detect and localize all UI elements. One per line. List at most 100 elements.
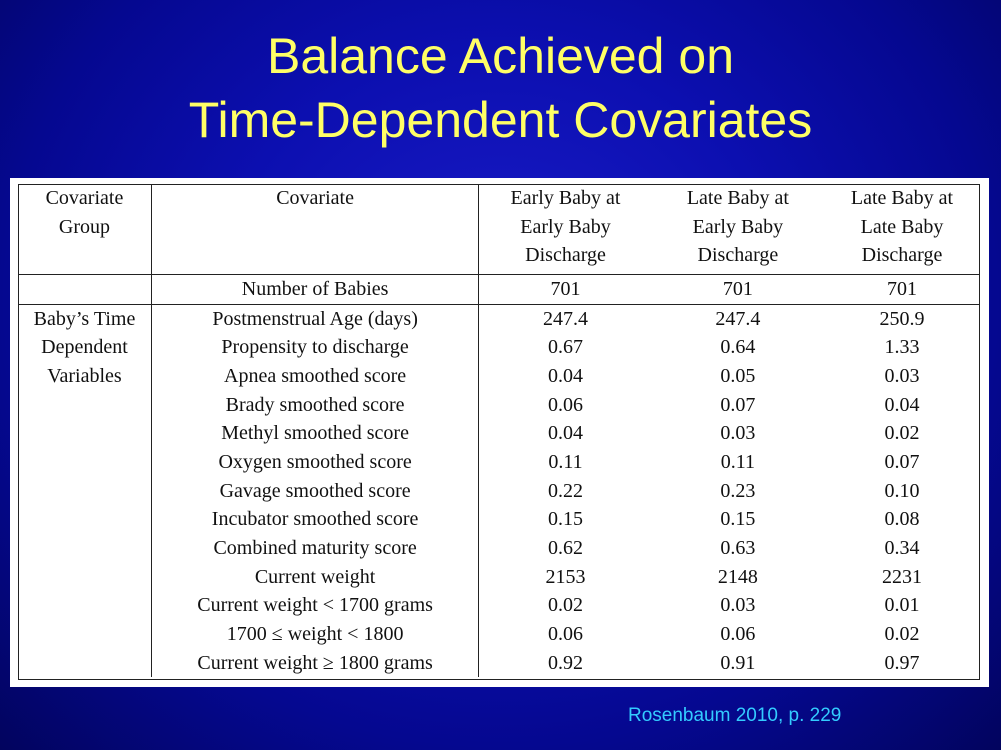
title-line-1: Balance Achieved on [266, 28, 735, 84]
value-cell: 0.02 [884, 422, 920, 445]
value-cell: 0.07 [720, 393, 756, 416]
group-cell: Baby’s Time [33, 307, 136, 330]
covariate-name: Incubator smoothed score [150, 505, 480, 534]
covariate-name: Current weight [150, 562, 480, 592]
covariate-name: Methyl smoothed score [150, 419, 480, 448]
group-cell [18, 591, 151, 620]
value-cell: 0.63 [720, 537, 756, 559]
value-cell: 0.64 [720, 336, 756, 359]
table-row: Gavage smoothed score 0.22 0.23 0.10 [18, 476, 980, 506]
group-cell [18, 649, 151, 678]
value-cell: 0.11 [548, 450, 583, 473]
number-row-value: 701 [478, 274, 652, 305]
value-cell: 0.03 [720, 422, 756, 445]
table-row: 1700 ≤ weight < 1800 0.06 0.06 0.02 [18, 620, 980, 649]
covariate-name: Current weight ≥ 1800 grams [150, 648, 480, 678]
table-row: Baby’s Time Postmenstrual Age (days) 247.4… [18, 304, 980, 334]
value-cell: 0.67 [548, 336, 584, 359]
group-cell [18, 448, 151, 477]
table-row: Methyl smoothed score 0.04 0.03 0.02 [18, 419, 980, 448]
value-cell: 0.34 [884, 537, 920, 559]
value-cell: 0.07 [884, 450, 920, 473]
number-row-label: Number of Babies [150, 274, 480, 305]
value-cell: 0.10 [884, 479, 920, 502]
value-cell: 0.11 [720, 450, 756, 473]
header-col1-line-3: Discharge [525, 244, 606, 266]
covariate-name: Combined maturity score [150, 534, 480, 563]
group-cell [18, 505, 151, 534]
value-cell: 0.22 [548, 479, 584, 502]
table-row: Current weight < 1700 grams 0.02 0.03 0.01 [18, 591, 980, 621]
group-cell [18, 477, 151, 506]
covariate-name: Apnea smoothed score [150, 361, 480, 391]
value-cell: 247.4 [715, 307, 761, 330]
value-cell: 0.91 [720, 651, 756, 674]
value-cell: 0.04 [548, 422, 584, 445]
value-cell: 0.03 [720, 594, 756, 617]
value-cell: 2231 [882, 565, 922, 588]
value-cell: 247.4 [543, 307, 589, 330]
covariate-name: Gavage smoothed score [150, 476, 480, 506]
group-cell: Dependent [41, 336, 128, 359]
title-line-2: Time-Dependent Covariates [188, 92, 813, 148]
covariate-name: Postmenstrual Age (days) [150, 304, 480, 334]
covariate-name: Current weight < 1700 grams [150, 591, 480, 621]
group-cell [18, 534, 151, 563]
number-row-value: 701 [824, 274, 980, 305]
value-cell: 0.23 [720, 479, 756, 502]
citation: Rosenbaum 2010, p. 229 [628, 705, 842, 726]
header-group-line-2: Group [58, 215, 111, 238]
table-header-row: Covariate Group Covariate Early Baby at … [18, 184, 980, 275]
table-row: Dependent Propensity to discharge 0.67 0.64… [18, 333, 980, 362]
table-row: Current weight 2153 2148 2231 [18, 562, 980, 592]
value-cell: 0.62 [548, 537, 584, 559]
number-row-group-cell [18, 274, 152, 305]
value-cell: 0.92 [548, 651, 584, 674]
number-of-babies-row: Number of Babies 701 701 701 [18, 274, 980, 305]
header-col3-line-3: Discharge [861, 244, 943, 266]
covariate-name: Oxygen smoothed score [150, 447, 480, 477]
table-row: Oxygen smoothed score 0.11 0.11 0.07 [18, 447, 980, 477]
table-row: Combined maturity score 0.62 0.63 0.34 [18, 534, 980, 563]
header-col3-line-1: Late Baby at [850, 187, 954, 209]
value-cell: 250.9 [879, 307, 925, 330]
value-cell: 0.04 [548, 364, 584, 387]
header-early-baby-early-discharge: Early Baby at Early Baby Discharge [479, 184, 652, 275]
value-cell: 0.02 [884, 623, 920, 646]
header-covariate: Covariate [150, 184, 480, 275]
table-row: Variables Apnea smoothed score 0.04 0.05 0.0… [18, 361, 980, 391]
value-cell: 0.06 [548, 393, 584, 416]
header-late-baby-early-discharge: Late Baby at Early Baby Discharge [652, 184, 824, 275]
table-row: Incubator smoothed score 0.15 0.15 0.08 [18, 505, 980, 534]
header-col1-line-2: Early Baby [520, 215, 611, 238]
slide-title: Balance Achieved on Time-Dependent Covar… [0, 24, 1001, 152]
table-panel: Covariate Group Covariate Early Baby at … [10, 178, 989, 687]
group-cell [18, 620, 151, 649]
group-cell [18, 563, 151, 592]
value-cell: 0.08 [884, 508, 920, 531]
value-cell: 0.06 [720, 623, 756, 646]
header-col2-line-3: Discharge [697, 244, 779, 266]
value-cell: 0.05 [720, 364, 756, 387]
header-col2-line-2: Early Baby [692, 215, 784, 238]
covariate-name: Propensity to discharge [150, 333, 480, 362]
value-cell: 0.01 [884, 594, 920, 617]
table-row: Current weight ≥ 1800 grams 0.92 0.91 0.97 [18, 648, 980, 678]
covariate-name: 1700 ≤ weight < 1800 [150, 620, 480, 649]
value-cell: 0.97 [884, 651, 920, 674]
value-cell: 2153 [545, 565, 586, 588]
table-row: Brady smoothed score 0.06 0.07 0.04 [18, 390, 980, 420]
header-col1-line-1: Early Baby at [510, 187, 621, 209]
value-cell: 0.06 [548, 623, 584, 646]
value-cell: 0.02 [548, 594, 584, 617]
value-cell: 0.04 [884, 393, 920, 416]
value-cell: 0.15 [548, 508, 584, 531]
group-cell [18, 391, 151, 420]
covariate-table: Covariate Group Covariate Early Baby at … [18, 184, 980, 678]
group-cell: Variables [47, 364, 122, 387]
header-covariate-group: Covariate Group [18, 184, 151, 275]
header-late-baby-late-discharge: Late Baby at Late Baby Discharge [824, 184, 980, 275]
value-cell: 1.33 [884, 336, 920, 359]
value-cell: 0.03 [884, 364, 920, 387]
header-col3-line-2: Late Baby [860, 215, 944, 238]
